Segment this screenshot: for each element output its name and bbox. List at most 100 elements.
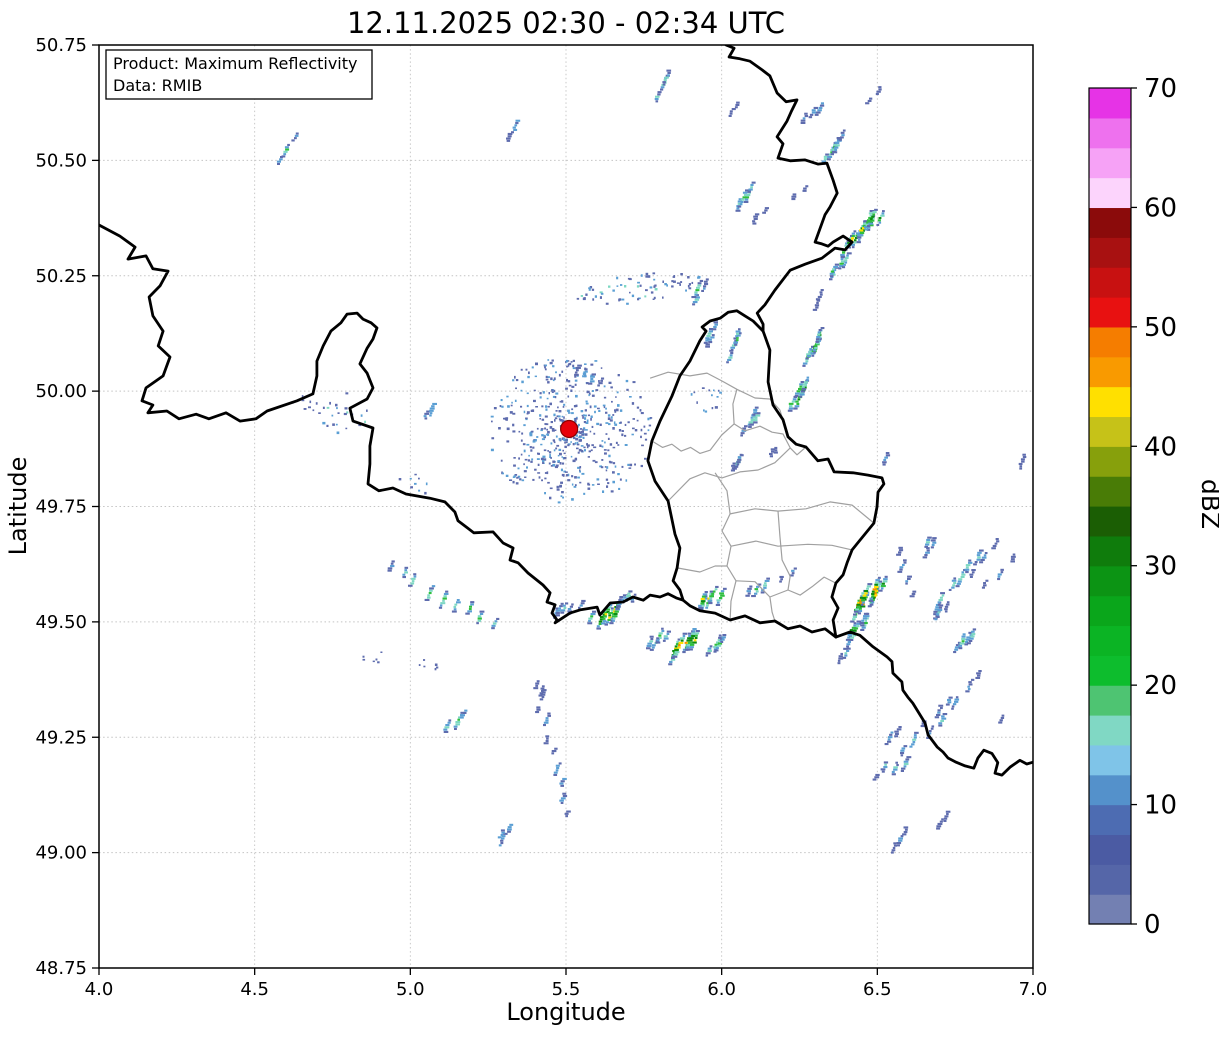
echo-pixel (814, 344, 817, 347)
echo-pixel (833, 151, 838, 154)
echo-pixel (845, 638, 851, 641)
echo-pixel (747, 190, 751, 193)
echo-pixel (1019, 465, 1023, 468)
echo-pixel (951, 705, 955, 708)
echo-pixel (666, 630, 671, 633)
echo-pixel (850, 620, 855, 623)
colorbar-tick-label: 70 (1144, 74, 1177, 104)
echo-pixel (849, 636, 855, 639)
echo-pixel (708, 602, 713, 605)
echo-pixel (885, 454, 891, 457)
echo-pixel (834, 263, 840, 266)
echo-pixel (586, 390, 590, 394)
echo-pixel (553, 389, 556, 393)
echo-pixel (557, 501, 561, 504)
echo-pixel (710, 336, 715, 339)
echo-pixel (692, 641, 697, 644)
echo-pixel (534, 439, 537, 442)
echo-pixel (583, 492, 586, 495)
echo-pixel (611, 607, 614, 610)
echo-pixel (799, 395, 803, 398)
echo-pixel (530, 449, 533, 452)
echo-pixel (707, 599, 713, 602)
echo-pixel (672, 654, 675, 657)
echo-pixel (571, 412, 574, 415)
echo-pixel (625, 379, 629, 383)
echo-pixel (606, 485, 609, 488)
echo-pixel (882, 210, 885, 213)
echo-pixel (789, 574, 794, 577)
echo-pixel (519, 478, 522, 481)
echo-pixel (882, 463, 886, 466)
echo-pixel (465, 612, 470, 615)
echo-pixel (404, 571, 408, 574)
echo-pixel (585, 293, 588, 296)
echo-pixel (322, 406, 325, 409)
echo-pixel (977, 674, 981, 677)
echo-pixel (1012, 553, 1016, 556)
echo-pixel (740, 434, 743, 437)
echo-pixel (863, 622, 868, 625)
echo-pixel (596, 627, 601, 630)
echo-pixel (652, 272, 656, 275)
echo-pixel (842, 251, 846, 254)
echo-pixel (556, 767, 560, 770)
echo-pixel (618, 298, 622, 301)
echo-pixel (684, 648, 688, 651)
echo-pixel (898, 551, 902, 554)
echo-pixel (345, 392, 349, 395)
colorbar-band (1089, 356, 1131, 388)
echo-pixel (344, 407, 348, 410)
echo-pixel (898, 839, 903, 842)
echo-pixel (868, 216, 873, 219)
echo-pixel (883, 458, 887, 461)
echo-pixel (729, 110, 733, 113)
echo-pixel (387, 567, 393, 570)
echo-pixel (545, 375, 548, 378)
echo-pixel (640, 274, 643, 277)
echo-pixel (819, 291, 823, 294)
echo-pixel (654, 288, 658, 291)
echo-pixel (750, 421, 755, 424)
colorbar-band (1089, 297, 1131, 328)
y-tick-label: 49.00 (35, 843, 87, 864)
echo-pixel (589, 405, 592, 409)
colorbar-band (1089, 864, 1131, 895)
echo-pixel (336, 431, 340, 435)
echo-pixel (404, 566, 409, 569)
echo-pixel (715, 647, 719, 650)
echo-pixel (868, 222, 874, 225)
echo-pixel (717, 389, 720, 392)
echo-pixel (604, 466, 607, 468)
echo-pixel (763, 584, 767, 587)
echo-pixel (688, 634, 692, 637)
echo-pixel (666, 284, 668, 287)
echo-pixel (603, 611, 608, 614)
echo-pixel (619, 596, 624, 599)
echo-pixel (632, 381, 636, 384)
echo-pixel (663, 78, 667, 81)
echo-pixel (424, 491, 427, 495)
echo-pixel (521, 380, 524, 384)
echo-pixel (552, 379, 555, 382)
echo-pixel (801, 388, 807, 391)
echo-pixel (814, 113, 819, 116)
echo-pixel (926, 538, 931, 541)
echo-pixel (561, 462, 565, 465)
echo-pixel (752, 222, 757, 225)
colorbar-band (1089, 565, 1131, 597)
echo-pixel (883, 578, 888, 581)
echo-pixel (817, 333, 821, 336)
echo-pixel (558, 448, 562, 451)
echo-pixel (890, 731, 894, 734)
echo-pixel (805, 357, 809, 360)
y-axis-label: Latitude (4, 457, 32, 556)
echo-pixel (680, 639, 684, 642)
echo-pixel (506, 440, 510, 443)
echo-pixel (682, 648, 687, 651)
echo-pixel (637, 297, 641, 300)
echo-pixel (611, 400, 613, 403)
echo-pixel (686, 639, 690, 642)
echo-pixel (558, 410, 562, 413)
echo-pixel (650, 291, 654, 294)
